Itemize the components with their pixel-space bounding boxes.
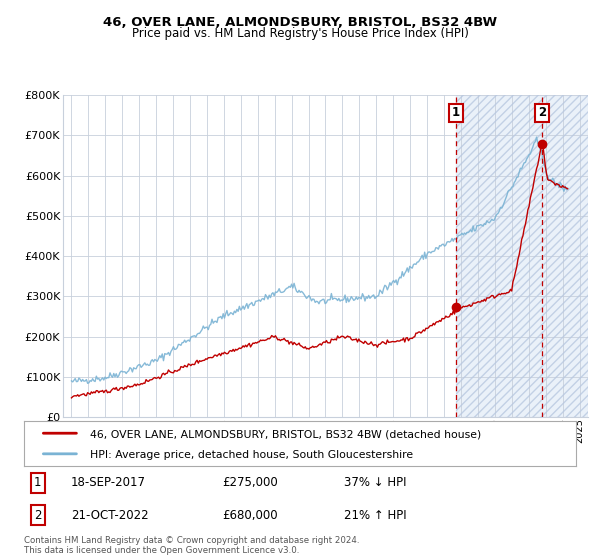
Text: £275,000: £275,000 — [223, 477, 278, 489]
Text: Price paid vs. HM Land Registry's House Price Index (HPI): Price paid vs. HM Land Registry's House … — [131, 27, 469, 40]
Text: 37% ↓ HPI: 37% ↓ HPI — [344, 477, 407, 489]
Text: HPI: Average price, detached house, South Gloucestershire: HPI: Average price, detached house, Sout… — [90, 450, 413, 460]
Text: 46, OVER LANE, ALMONDSBURY, BRISTOL, BS32 4BW (detached house): 46, OVER LANE, ALMONDSBURY, BRISTOL, BS3… — [90, 429, 481, 439]
Text: 1: 1 — [452, 106, 460, 119]
Text: 2: 2 — [34, 508, 41, 521]
Bar — [456, 95, 588, 417]
Text: 2: 2 — [538, 106, 547, 119]
Text: 21% ↑ HPI: 21% ↑ HPI — [344, 508, 407, 521]
Text: 21-OCT-2022: 21-OCT-2022 — [71, 508, 149, 521]
Text: 46, OVER LANE, ALMONDSBURY, BRISTOL, BS32 4BW: 46, OVER LANE, ALMONDSBURY, BRISTOL, BS3… — [103, 16, 497, 29]
Text: £680,000: £680,000 — [223, 508, 278, 521]
Bar — [456, 95, 588, 417]
Text: 1: 1 — [34, 477, 41, 489]
Text: 18-SEP-2017: 18-SEP-2017 — [71, 477, 146, 489]
Text: Contains HM Land Registry data © Crown copyright and database right 2024.
This d: Contains HM Land Registry data © Crown c… — [24, 536, 359, 556]
